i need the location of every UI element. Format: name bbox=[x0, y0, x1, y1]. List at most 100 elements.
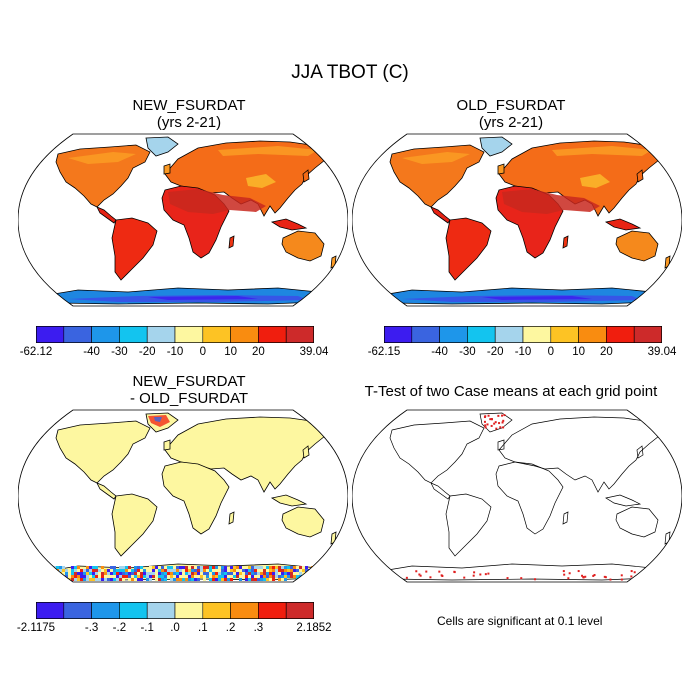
diff-cell bbox=[209, 569, 212, 572]
diff-cell bbox=[233, 566, 236, 569]
panel-title-old-line2: (yrs 2-21) bbox=[478, 114, 544, 131]
land-japan bbox=[636, 169, 644, 183]
colorbar-label: 39.04 bbox=[647, 346, 677, 358]
sig-cell bbox=[494, 421, 497, 424]
land-japan bbox=[302, 169, 310, 183]
diff-cell bbox=[167, 575, 170, 578]
diff-cell bbox=[161, 572, 164, 575]
diff-cell bbox=[113, 569, 116, 572]
diff-cell bbox=[152, 566, 155, 569]
sig-cell bbox=[568, 572, 571, 575]
colorbar-label: 20 bbox=[251, 346, 265, 358]
colorbar-box bbox=[258, 326, 287, 343]
diff-cell bbox=[218, 572, 221, 575]
diff-cell bbox=[59, 566, 62, 569]
diff-cell bbox=[122, 575, 125, 578]
sig-cell bbox=[581, 574, 584, 577]
diff-cell bbox=[203, 566, 206, 569]
diff-cell bbox=[44, 566, 47, 569]
diff-cell bbox=[134, 566, 137, 569]
colorbar-box bbox=[119, 326, 148, 343]
diff-cell bbox=[194, 572, 197, 575]
sig-cell bbox=[633, 571, 636, 574]
diff-cell bbox=[47, 572, 50, 575]
diff-cell bbox=[164, 572, 167, 575]
colorbar-box bbox=[202, 602, 231, 619]
sig-cell bbox=[472, 574, 475, 577]
diff-cell bbox=[239, 578, 242, 581]
diff-cell bbox=[62, 566, 65, 569]
figure-title: JJA TBOT (C) bbox=[291, 62, 409, 83]
colorbar-label: 0 bbox=[547, 346, 554, 358]
diff-cell bbox=[260, 578, 263, 581]
colorbar-label: .2 bbox=[225, 622, 236, 634]
greenland-diff-cool bbox=[154, 417, 162, 422]
diff-cell bbox=[77, 578, 80, 581]
diff-cell bbox=[191, 572, 194, 575]
diff-cell bbox=[47, 569, 50, 572]
diff-cell bbox=[179, 566, 182, 569]
diff-cell bbox=[140, 578, 143, 581]
sig-cell bbox=[486, 423, 489, 426]
diff-cell bbox=[146, 572, 149, 575]
diff-cell bbox=[47, 566, 50, 569]
diff-cell bbox=[122, 572, 125, 575]
diff-cell bbox=[125, 569, 128, 572]
colorbar-box bbox=[119, 602, 148, 619]
colorbar-label: -.1 bbox=[140, 622, 154, 634]
sig-cell bbox=[484, 415, 487, 418]
colorbar-box bbox=[202, 326, 231, 343]
colorbar-box bbox=[146, 326, 176, 343]
diff-cell bbox=[227, 569, 230, 572]
land-centralAmerica bbox=[96, 206, 117, 224]
diff-cell bbox=[122, 569, 125, 572]
colorbar-box bbox=[174, 602, 204, 619]
diff-cell bbox=[227, 572, 230, 575]
colorbar-box bbox=[63, 326, 92, 343]
diff-cell bbox=[113, 578, 116, 581]
land-greenland bbox=[479, 412, 513, 433]
diff-cell bbox=[284, 572, 287, 575]
land-greenland bbox=[479, 136, 513, 157]
diff-cell bbox=[170, 575, 173, 578]
diff-cell bbox=[65, 569, 68, 572]
colorbar-label: .0 bbox=[170, 622, 180, 634]
diff-cell bbox=[98, 569, 101, 572]
diff-cell bbox=[74, 569, 77, 572]
sig-cell bbox=[419, 574, 422, 577]
panel-title-diff-line2: - OLD_FSURDAT bbox=[129, 390, 249, 407]
diff-cell bbox=[230, 578, 233, 581]
land-northAmerica bbox=[55, 420, 151, 484]
diff-cell bbox=[320, 566, 323, 569]
diff-cell bbox=[104, 569, 107, 572]
diff-cell bbox=[44, 578, 47, 581]
diff-cell bbox=[56, 575, 59, 578]
diff-cell bbox=[230, 572, 233, 575]
diff-cell bbox=[137, 572, 140, 575]
colorbar-box bbox=[36, 602, 65, 619]
colorbar-box bbox=[439, 326, 468, 343]
land-southAmerica bbox=[445, 493, 492, 557]
diff-cell bbox=[272, 578, 275, 581]
sig-cell bbox=[438, 570, 441, 573]
diff-cell bbox=[86, 569, 89, 572]
diff-cell bbox=[167, 566, 170, 569]
significance-note: Cells are significant at 0.1 level bbox=[437, 614, 603, 628]
diff-cell bbox=[257, 566, 260, 569]
diff-cell bbox=[71, 566, 74, 569]
diff-cell bbox=[56, 578, 59, 581]
diff-cell bbox=[86, 578, 89, 581]
sig-cell bbox=[495, 427, 498, 430]
diff-cell bbox=[188, 575, 191, 578]
sig-cell bbox=[493, 422, 496, 425]
diff-cell bbox=[206, 572, 209, 575]
diff-cell bbox=[98, 578, 101, 581]
colorbar-box bbox=[63, 602, 92, 619]
diff-cell bbox=[83, 572, 86, 575]
colorbar-label: 10 bbox=[224, 346, 237, 358]
panel-title-old: OLD_FSURDAT (yrs 2-21) bbox=[341, 97, 681, 131]
diff-cell bbox=[269, 572, 272, 575]
diff-cell bbox=[203, 569, 206, 572]
diff-cell bbox=[293, 575, 296, 578]
land-uk bbox=[497, 439, 505, 451]
